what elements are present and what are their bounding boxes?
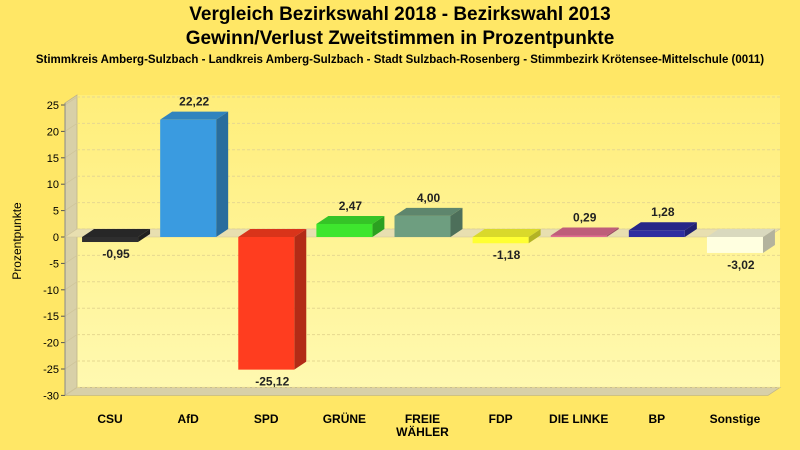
- gridline-wall: [64, 96, 78, 106]
- bar-side: [450, 207, 463, 237]
- y-tick-label: 15: [47, 153, 59, 165]
- chart-subtitle: Stimmkreis Amberg-Sulzbach - Landkreis A…: [35, 54, 765, 66]
- x-tick-label-line: WÄHLER: [396, 424, 449, 439]
- x-tick-label: GRÜNE: [323, 411, 366, 426]
- x-tick-label: AfD: [178, 412, 200, 426]
- bar: [160, 111, 229, 237]
- bar-top: [238, 229, 307, 237]
- x-tick-label-line: GRÜNE: [323, 411, 366, 426]
- data-label: 1,28: [651, 205, 675, 219]
- bar-top: [472, 229, 541, 237]
- chart-title-line-2: Gewinn/Verlust Zweitstimmen in Prozentpu…: [185, 28, 615, 49]
- bar-side: [294, 229, 307, 370]
- gridline-wall: [64, 307, 78, 317]
- x-tick-label: CSU: [97, 412, 122, 426]
- y-tick-label: -15: [43, 311, 59, 323]
- gridline-wall: [64, 123, 78, 132]
- bar-front: [472, 237, 529, 244]
- bar-front: [706, 237, 763, 253]
- x-tick-label-line: AfD: [178, 412, 200, 426]
- bar-side: [684, 222, 697, 237]
- data-label: -1,18: [493, 248, 521, 262]
- x-tick-label: FREIE WÄHLER: [396, 412, 449, 439]
- x-tick-label: SPD: [254, 412, 279, 426]
- x-tick-label-line: Sonstige: [710, 412, 761, 426]
- bar-top: [628, 222, 697, 231]
- bar-top: [316, 215, 385, 224]
- x-tick-label-line: SPD: [254, 412, 279, 426]
- y-tick-label: 25: [47, 100, 59, 112]
- bar: [550, 227, 619, 237]
- gridline-wall: [64, 175, 78, 185]
- bar-front: [316, 223, 373, 237]
- y-tick-label: 5: [53, 206, 59, 218]
- gridline-wall: [64, 334, 78, 343]
- data-label: 2,47: [339, 199, 363, 213]
- y-tick-label: -20: [43, 338, 59, 350]
- bar-top: [82, 229, 151, 237]
- bar: [238, 229, 307, 370]
- left-wall: [64, 94, 78, 397]
- x-tick-label: BP: [648, 412, 665, 426]
- y-tick-label: 10: [47, 179, 59, 191]
- bar-side: [216, 111, 229, 237]
- bar-top: [550, 227, 619, 236]
- y-tick-label: -30: [43, 390, 59, 402]
- bar-front: [160, 119, 217, 237]
- x-tick-label-line: CSU: [97, 412, 122, 426]
- data-label: -3,02: [727, 258, 755, 272]
- gridline-wall: [64, 149, 78, 159]
- bar: [628, 222, 697, 237]
- floor: [63, 386, 782, 396]
- bar-front: [550, 235, 607, 237]
- data-label: 0,29: [573, 210, 597, 224]
- bar: [316, 215, 385, 237]
- bar: [82, 229, 151, 243]
- bar: [706, 229, 775, 253]
- gridline-wall: [64, 202, 78, 211]
- bar-front: [628, 230, 685, 237]
- bar-front: [394, 215, 451, 237]
- gridline-wall: [64, 255, 78, 264]
- data-label: 4,00: [417, 191, 441, 205]
- data-label: 22,22: [179, 95, 209, 109]
- chart-title-line-1: Vergleich Bezirkswahl 2018 - Bezirkswahl…: [189, 4, 611, 25]
- bar-front: [238, 237, 295, 370]
- x-tick-label-line: FREIE: [405, 412, 440, 426]
- gridline-wall: [64, 387, 78, 396]
- bar-side: [372, 215, 385, 237]
- x-tick-label-line: BP: [648, 412, 665, 426]
- y-tick-label: -25: [43, 364, 59, 376]
- bar: [472, 229, 541, 244]
- y-tick-label: -10: [43, 285, 59, 297]
- y-tick-label: -5: [49, 258, 59, 270]
- bar-side: [762, 229, 775, 253]
- bar-side: [606, 227, 619, 237]
- bar-top: [160, 111, 229, 120]
- bar-front: [82, 237, 139, 243]
- y-axis-label: Prozentpunkte: [10, 202, 24, 280]
- x-tick-label: DIE LINKE: [549, 412, 608, 426]
- data-label: -0,95: [102, 247, 130, 261]
- bar: [394, 207, 463, 237]
- data-label: -25,12: [255, 375, 289, 389]
- x-tick-label: Sonstige: [710, 412, 761, 426]
- bar-top: [394, 207, 463, 216]
- bar-side: [528, 229, 541, 244]
- bar-top: [706, 229, 775, 237]
- gridline-wall: [64, 360, 78, 370]
- y-tick-label: 0: [53, 232, 59, 244]
- x-tick-label: FDP: [489, 412, 513, 426]
- gridline-wall: [64, 281, 78, 291]
- y-tick-label: 20: [47, 126, 59, 138]
- bar-side: [138, 229, 151, 243]
- x-tick-label-line: DIE LINKE: [549, 412, 608, 426]
- x-tick-label-line: FDP: [489, 412, 513, 426]
